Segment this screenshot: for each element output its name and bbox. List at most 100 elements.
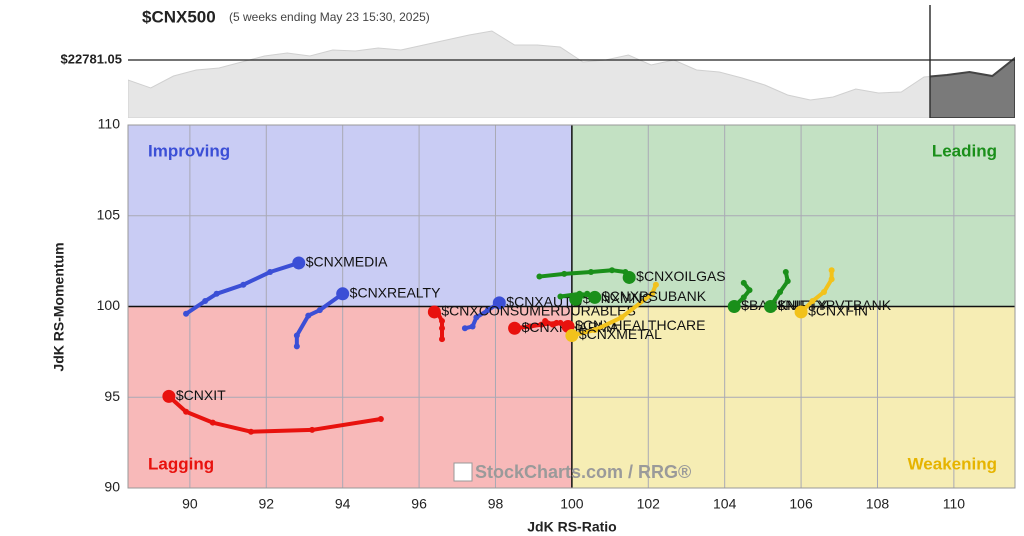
tail-point bbox=[183, 310, 190, 317]
y-tick-label: 110 bbox=[98, 116, 121, 132]
x-axis-label: JdK RS-Ratio bbox=[527, 519, 616, 535]
x-tick-label: 94 bbox=[335, 496, 351, 512]
tail-point bbox=[777, 288, 784, 295]
tail-point bbox=[202, 298, 209, 305]
tail-head bbox=[492, 296, 506, 310]
tail-head bbox=[727, 300, 741, 313]
tail-point bbox=[439, 325, 446, 332]
tail-point bbox=[469, 323, 476, 330]
tail-line bbox=[166, 394, 383, 434]
tail: $CNXOILGAS bbox=[536, 267, 726, 284]
series-label: $CNXREALTY bbox=[350, 284, 441, 300]
tail-line bbox=[732, 280, 752, 309]
x-tick-label: 106 bbox=[789, 496, 813, 512]
tail-point bbox=[305, 312, 312, 319]
tail-point bbox=[587, 269, 594, 276]
tail: $CNXFIN bbox=[794, 267, 868, 319]
tail-point bbox=[526, 323, 533, 330]
tail-point bbox=[782, 269, 789, 276]
tail: $CNXMETAL bbox=[565, 281, 662, 343]
tail-head bbox=[764, 300, 778, 313]
tail-point bbox=[473, 314, 480, 321]
y-tick-label: 90 bbox=[104, 479, 120, 495]
tail: $CNXCONSUMERDURABLES bbox=[427, 303, 636, 343]
tail-point bbox=[209, 419, 216, 426]
tail-head bbox=[565, 329, 579, 343]
tail-line bbox=[184, 260, 301, 316]
series-label: $CNXOILGAS bbox=[636, 268, 725, 284]
quadrant-label: Weakening bbox=[908, 454, 997, 473]
tail-point bbox=[649, 290, 656, 297]
tail-point bbox=[248, 428, 255, 435]
chart-subtitle: (5 weeks ending May 23 15:30, 2025) bbox=[229, 10, 430, 24]
tail-head bbox=[427, 305, 441, 319]
tail: $CNXIT bbox=[162, 387, 384, 435]
tail-head bbox=[162, 389, 176, 403]
tail-point bbox=[608, 267, 615, 274]
tail-point bbox=[484, 307, 491, 314]
tail-point bbox=[549, 321, 556, 328]
x-tick-label: 102 bbox=[637, 496, 661, 512]
quadrant-label: Improving bbox=[148, 141, 230, 160]
tail-point bbox=[809, 298, 816, 305]
tail-point bbox=[828, 276, 835, 283]
tail: $CNXPSUBANK bbox=[557, 288, 707, 304]
y-tick-label: 95 bbox=[104, 388, 120, 404]
x-tick-label: 110 bbox=[943, 496, 966, 512]
tail-point bbox=[267, 269, 274, 276]
y-tick-label: 105 bbox=[97, 206, 121, 222]
tail: $CNXREALTY bbox=[293, 284, 441, 350]
quadrant-label: Leading bbox=[932, 141, 997, 160]
tail-point bbox=[536, 273, 543, 280]
price-area bbox=[128, 30, 930, 118]
tail-point bbox=[183, 408, 190, 415]
x-tick-label: 104 bbox=[713, 496, 737, 512]
tail-point bbox=[538, 321, 545, 328]
tail-head bbox=[508, 321, 522, 335]
tail-point bbox=[439, 336, 446, 343]
series-label: $CNXFIN bbox=[808, 303, 868, 319]
tail-point bbox=[293, 332, 300, 339]
tail: $CNXMEDIA bbox=[183, 254, 388, 317]
y-tick-label: 100 bbox=[97, 297, 121, 313]
series-label: $CNXPSUBANK bbox=[602, 288, 707, 304]
price-area-recent bbox=[930, 56, 1015, 118]
x-tick-label: 98 bbox=[488, 496, 504, 512]
tail-head bbox=[794, 305, 808, 319]
tail-head bbox=[588, 290, 602, 304]
x-tick-label: 90 bbox=[182, 496, 198, 512]
tail-head bbox=[292, 256, 306, 270]
series-label: $CNXCONSUMERDURABLES bbox=[441, 303, 635, 319]
tail-point bbox=[309, 426, 316, 433]
tail-line bbox=[768, 270, 790, 309]
tail-point bbox=[439, 318, 446, 325]
tail-point bbox=[821, 288, 828, 295]
tail-point bbox=[461, 325, 468, 332]
series-label: $CNXMETAL bbox=[579, 326, 662, 342]
x-tick-label: 108 bbox=[866, 496, 890, 512]
tail-point bbox=[316, 307, 323, 314]
tail-point bbox=[557, 293, 564, 300]
x-tick-label: 96 bbox=[411, 496, 427, 512]
watermark: StockCharts.com / RRG® bbox=[475, 462, 691, 482]
tail-point bbox=[293, 343, 300, 350]
watermark-icon bbox=[453, 462, 473, 482]
chart-title: $CNX500 bbox=[142, 7, 216, 26]
tail-point bbox=[740, 279, 747, 286]
tail-point bbox=[240, 281, 247, 288]
x-tick-label: 92 bbox=[258, 496, 274, 512]
tail-point bbox=[377, 416, 384, 423]
tail-point bbox=[591, 327, 598, 334]
plot-border bbox=[127, 124, 1016, 489]
tail-point bbox=[784, 278, 791, 285]
price-level-label: $22781.05 bbox=[61, 51, 122, 66]
tail-head bbox=[336, 287, 350, 301]
tail-point bbox=[576, 290, 583, 297]
series-label: $CNXMEDIA bbox=[306, 254, 388, 270]
tail-point bbox=[213, 290, 220, 297]
x-tick-label: 100 bbox=[560, 496, 584, 512]
tail-point bbox=[740, 294, 747, 301]
tail-head bbox=[622, 270, 636, 284]
tail-point bbox=[828, 267, 835, 274]
